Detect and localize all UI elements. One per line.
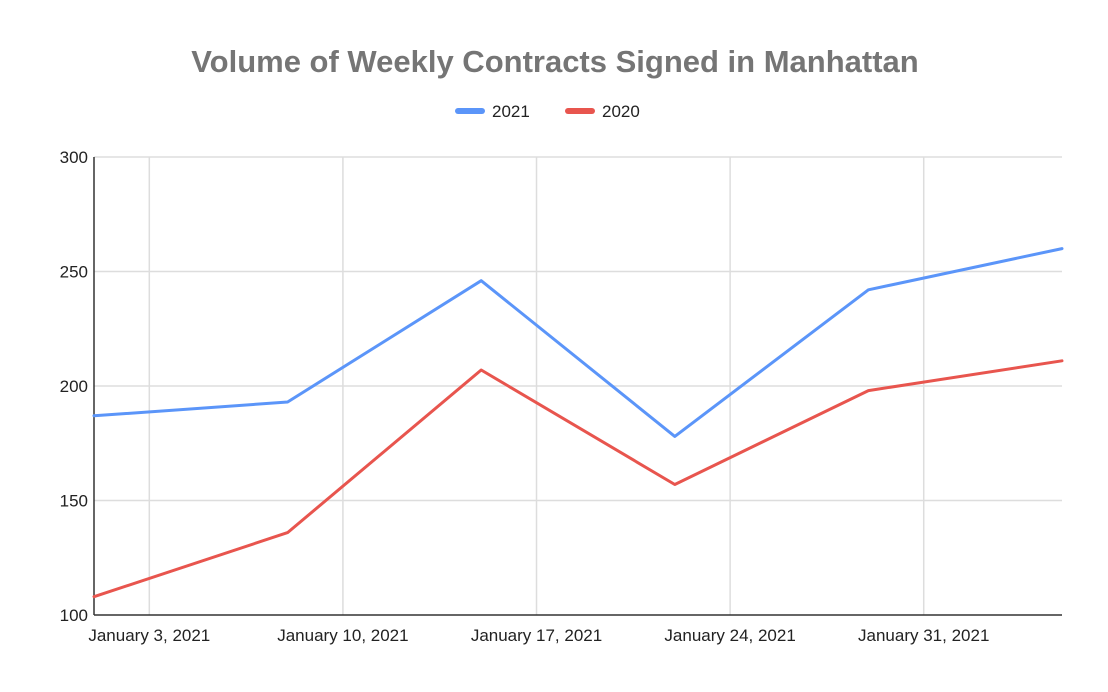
x-tick-label: January 10, 2021 xyxy=(277,626,408,645)
legend-label: 2020 xyxy=(602,102,640,121)
legend-label: 2021 xyxy=(492,102,530,121)
axes: 100 150 200 250 300 January 3, 2021 January 10… xyxy=(60,148,1062,645)
x-tick-label: January 31, 2021 xyxy=(858,626,989,645)
legend: 2021 2020 xyxy=(455,102,640,121)
y-tick-label: 150 xyxy=(60,492,88,511)
y-tick-label: 100 xyxy=(60,606,88,625)
y-tick-label: 200 xyxy=(60,377,88,396)
chart-title: Volume of Weekly Contracts Signed in Man… xyxy=(191,44,918,79)
series-line-2021 xyxy=(92,247,1064,438)
gridlines xyxy=(94,156,1062,615)
y-tick-label: 250 xyxy=(60,263,88,282)
x-tick-label: January 17, 2021 xyxy=(471,626,602,645)
x-tick-label: January 24, 2021 xyxy=(664,626,795,645)
x-tick-label: January 3, 2021 xyxy=(88,626,210,645)
series-line-2020 xyxy=(92,359,1064,599)
y-tick-label: 300 xyxy=(60,148,88,167)
series-lines xyxy=(92,247,1064,599)
